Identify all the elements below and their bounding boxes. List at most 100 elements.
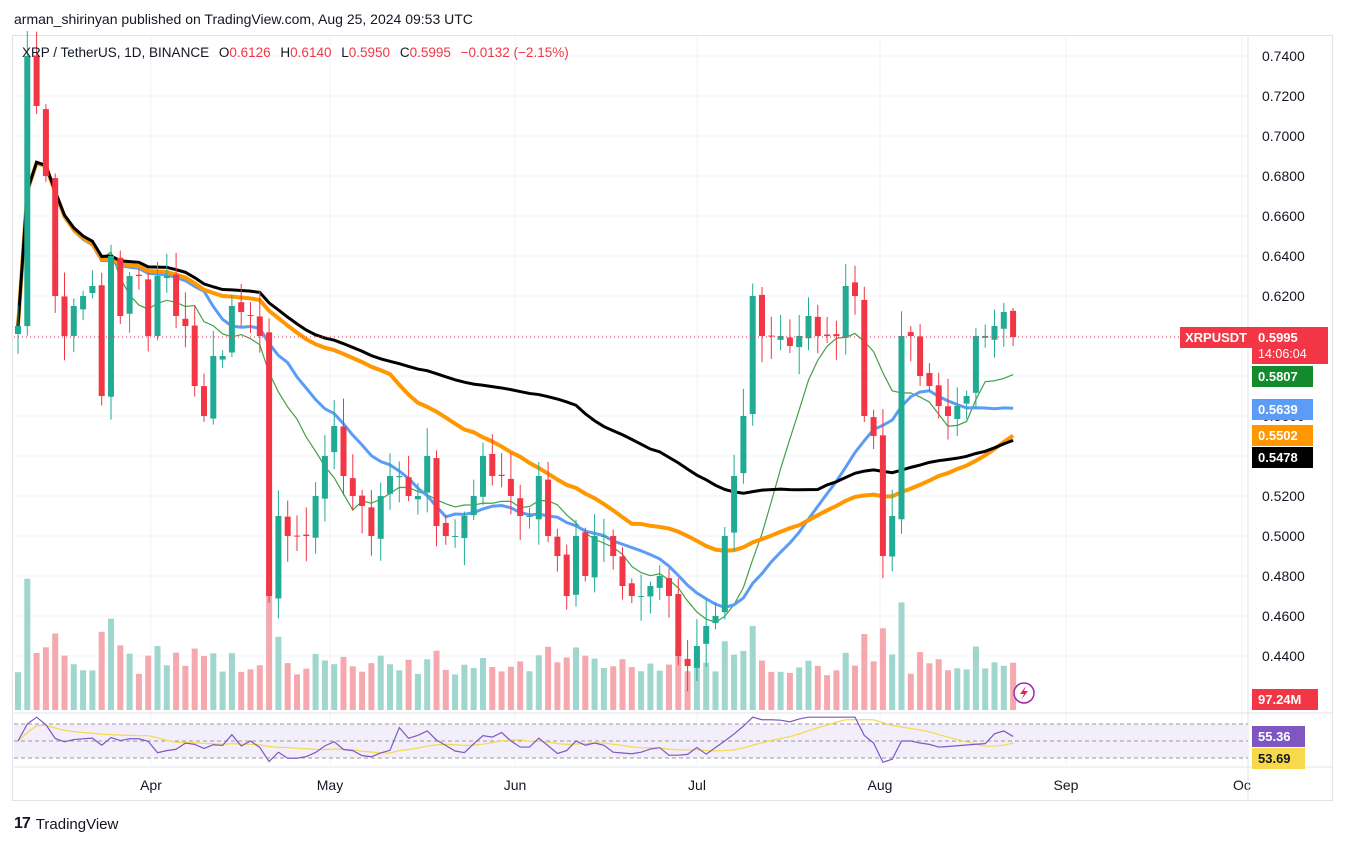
volume-bar [201, 656, 207, 710]
candle-body [517, 498, 524, 516]
candle-body [693, 646, 700, 668]
symbol-legend: XRP / TetherUS, 1D, BINANCE O0.6126 H0.6… [22, 45, 569, 60]
candle-body [721, 536, 728, 613]
volume-bar [591, 658, 598, 710]
volume-bar [108, 618, 114, 710]
candle-body [526, 516, 533, 517]
volume-bar [833, 670, 840, 710]
candle-body [15, 326, 21, 334]
volume-bar [331, 664, 338, 710]
volume-bar [507, 666, 514, 710]
candle-body [852, 282, 858, 296]
price-tick: 0.5200 [1262, 488, 1305, 504]
volume-bar [24, 578, 31, 710]
price-tick: 0.4600 [1262, 608, 1305, 624]
volume-bar [377, 655, 384, 710]
volume-bar [489, 667, 496, 710]
candle-body [377, 496, 384, 539]
candle-body [591, 536, 598, 578]
price-tick: 0.5000 [1262, 528, 1305, 544]
volume-bar [154, 645, 161, 710]
price-tick: 0.6200 [1262, 288, 1305, 304]
volume-bar [945, 670, 951, 710]
candle-body [907, 332, 914, 336]
candle-body [275, 516, 282, 599]
volume-bar [535, 655, 542, 710]
legend-close-label: C [399, 45, 410, 60]
candle-body [359, 495, 366, 506]
candle-body [498, 474, 505, 476]
volume-bar [786, 672, 793, 710]
volume-bar [228, 653, 235, 710]
volume-bar [573, 647, 579, 710]
candle-body [424, 456, 431, 493]
volume-bar [526, 671, 533, 710]
volume-bar [70, 664, 77, 710]
candle-body [991, 326, 998, 340]
volume-bar [52, 633, 59, 710]
candle-body [563, 554, 570, 596]
volume-bar [638, 671, 645, 710]
candle-body [954, 406, 961, 419]
candle-body [284, 516, 291, 536]
ma-black-label: 0.5478 [1252, 447, 1313, 468]
legend-symbol[interactable]: XRP / TetherUS, 1D, BINANCE [22, 45, 210, 60]
x-tick-label: Apr [140, 777, 162, 793]
volume-bar [349, 666, 356, 710]
volume-bar [898, 602, 905, 710]
candle-body [628, 583, 635, 596]
candle-body [201, 386, 207, 416]
volume-bar [470, 667, 477, 710]
volume-bar [182, 665, 189, 710]
volume-bar [89, 670, 96, 710]
volume-bar [935, 659, 942, 710]
volume-bar [759, 660, 765, 710]
volume-bar [926, 663, 933, 710]
candle-body [52, 178, 59, 296]
candle-body [452, 536, 459, 537]
volume-bar [563, 657, 570, 710]
x-tick-label: Aug [868, 777, 893, 793]
candle-body [433, 458, 440, 526]
volume-bar [666, 664, 672, 710]
candle-body [219, 356, 226, 360]
volume-bar [647, 663, 654, 710]
volume-bar [628, 667, 635, 710]
footer-brand[interactable]: 17 TradingView [14, 815, 118, 833]
volume-bar [1000, 665, 1007, 710]
x-tick-label: Jul [688, 777, 706, 793]
candle-body [675, 594, 682, 656]
volume-bar [1010, 662, 1017, 710]
candle-body [935, 385, 942, 406]
candle-body [666, 578, 672, 596]
price-tick: 0.4400 [1262, 648, 1305, 664]
volume-bar [42, 647, 49, 710]
volume-bar [824, 675, 831, 710]
candle-body [461, 516, 468, 539]
candle-body [1010, 310, 1017, 337]
candle-body [545, 479, 552, 536]
candle-body [749, 296, 756, 415]
volume-bar [359, 671, 366, 710]
ma-blue-line [16, 161, 1014, 609]
rsi-ma-label: 53.69 [1252, 748, 1305, 769]
candle-body [963, 396, 970, 404]
candle-body [368, 507, 375, 536]
candle-body [331, 426, 338, 453]
x-tick-label: Jun [504, 777, 527, 793]
chart-frame [12, 35, 1333, 801]
volume-bar [768, 671, 775, 710]
candle-body [805, 316, 812, 339]
volume-bar [33, 652, 40, 710]
candle-body [684, 658, 691, 666]
volume-bar [749, 625, 756, 710]
volume-bar [703, 662, 710, 710]
volume-bar [852, 665, 858, 710]
volume-bar [414, 673, 421, 710]
volume-bar [712, 671, 719, 710]
volume-bar [303, 668, 310, 710]
candle-body [824, 334, 831, 336]
candle-body [814, 316, 821, 336]
candle-body [1000, 312, 1007, 329]
